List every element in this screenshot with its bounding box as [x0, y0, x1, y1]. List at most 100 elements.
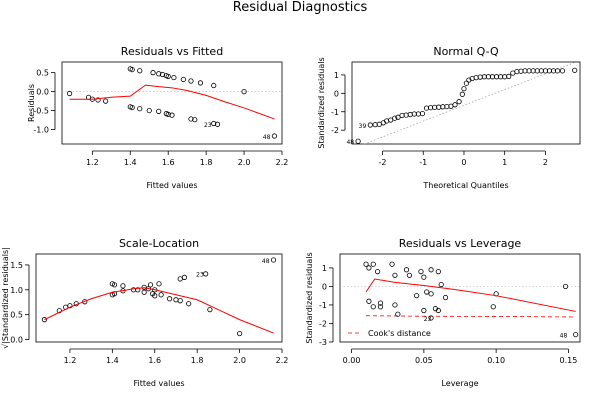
- panel-title: Scale-Location: [119, 237, 199, 250]
- point-label: 48: [560, 333, 568, 340]
- data-point: [395, 114, 401, 120]
- lowess-smoother-line: [44, 287, 274, 334]
- y-tick-label: 0.5: [36, 69, 49, 78]
- data-point: [428, 267, 434, 273]
- data-point: [367, 122, 373, 128]
- x-axis-label: Fitted values: [146, 181, 197, 190]
- data-point: [377, 300, 384, 306]
- data-point: [389, 261, 395, 267]
- data-point: [156, 281, 162, 287]
- data-point: [370, 261, 376, 267]
- plot-frame: [339, 253, 581, 343]
- data-point: [137, 106, 143, 112]
- data-point: [111, 282, 118, 288]
- data-point: [388, 117, 394, 123]
- data-point: [177, 276, 183, 282]
- point-label: 23: [196, 271, 204, 278]
- data-point: [271, 133, 278, 139]
- data-point: [374, 268, 381, 275]
- x-tick-label: 1: [502, 158, 507, 167]
- data-point: [135, 287, 141, 293]
- data-point: [146, 107, 152, 114]
- data-point: [424, 289, 430, 295]
- x-tick-label: 2.0: [233, 356, 246, 365]
- data-point: [442, 294, 449, 301]
- data-point: [165, 73, 171, 80]
- y-tick-label: 1.5: [10, 261, 23, 270]
- data-point: [490, 304, 496, 310]
- x-axis-label: Fitted values: [133, 379, 184, 388]
- data-point: [366, 265, 372, 271]
- data-point: [66, 90, 73, 97]
- data-point: [428, 315, 434, 321]
- x-tick-label: 1.8: [191, 356, 204, 365]
- y-tick-label: -1: [331, 108, 339, 117]
- data-point: [377, 304, 384, 310]
- data-point: [355, 138, 361, 144]
- point-label: 48: [263, 134, 271, 141]
- y-tick-label: 1: [322, 264, 327, 273]
- data-point: [211, 82, 217, 89]
- x-tick-label: -1: [419, 158, 427, 167]
- data-point: [395, 311, 401, 317]
- data-point: [421, 274, 427, 280]
- y-axis-label: Residuals: [27, 84, 36, 122]
- data-point: [463, 80, 470, 86]
- y-tick-label: -2: [319, 319, 327, 328]
- x-tick-label: 1.2: [86, 158, 99, 167]
- data-point: [573, 331, 579, 338]
- data-point: [562, 283, 569, 290]
- residuals-vs-fitted-panel: Residuals vs Fitted Fitted values Residual…: [27, 45, 288, 190]
- point-label: 48: [346, 139, 354, 146]
- y-axis-label: Standardized residuals: [317, 57, 326, 148]
- x-tick-label: 0.15: [560, 356, 578, 365]
- data-point: [366, 298, 372, 304]
- panel-title: Normal Q-Q: [433, 45, 499, 58]
- y-tick-label: -0.5: [33, 107, 49, 116]
- data-point: [180, 76, 186, 83]
- scale-location-panel: Scale-Location Fitted values √|Standardize…: [1, 237, 288, 388]
- data-point: [418, 268, 424, 275]
- data-point: [419, 110, 426, 117]
- data-point: [95, 97, 101, 103]
- plot-frame: [35, 253, 283, 343]
- data-point: [192, 117, 198, 123]
- point-label: 48: [262, 258, 270, 265]
- legend-label: Cook's distance: [368, 329, 431, 338]
- data-point: [559, 68, 566, 74]
- data-point: [141, 289, 147, 295]
- data-point: [270, 257, 277, 263]
- data-point: [461, 86, 467, 92]
- y-tick-label: 0.0: [10, 336, 23, 345]
- data-point: [156, 108, 162, 114]
- x-tick-label: 2.2: [276, 158, 289, 167]
- data-point: [197, 80, 204, 86]
- data-point: [165, 111, 171, 117]
- data-point: [173, 297, 179, 303]
- data-point: [406, 272, 412, 278]
- data-point: [241, 89, 247, 95]
- data-point: [435, 307, 441, 314]
- plot-frame: [351, 61, 581, 145]
- data-point: [129, 66, 135, 73]
- point-label: 23: [204, 122, 212, 129]
- data-point: [506, 73, 512, 79]
- data-point: [188, 116, 194, 122]
- x-tick-label: 1.4: [106, 356, 119, 365]
- y-axis-label: √|Standardized residuals|: [1, 247, 10, 349]
- data-point: [211, 120, 217, 127]
- data-point: [392, 115, 398, 121]
- x-tick-label: 2.0: [238, 158, 251, 167]
- panel-title: Residuals vs Leverage: [399, 237, 522, 250]
- panel-title: Residuals vs Fitted: [121, 45, 223, 58]
- data-point: [435, 268, 441, 275]
- data-point: [214, 121, 221, 127]
- y-tick-label: 0.5: [10, 311, 23, 320]
- data-point: [41, 317, 48, 323]
- data-point: [459, 91, 465, 97]
- x-tick-label: 0.10: [487, 356, 505, 365]
- data-point: [188, 78, 194, 84]
- data-point: [120, 283, 126, 289]
- data-point: [129, 104, 135, 111]
